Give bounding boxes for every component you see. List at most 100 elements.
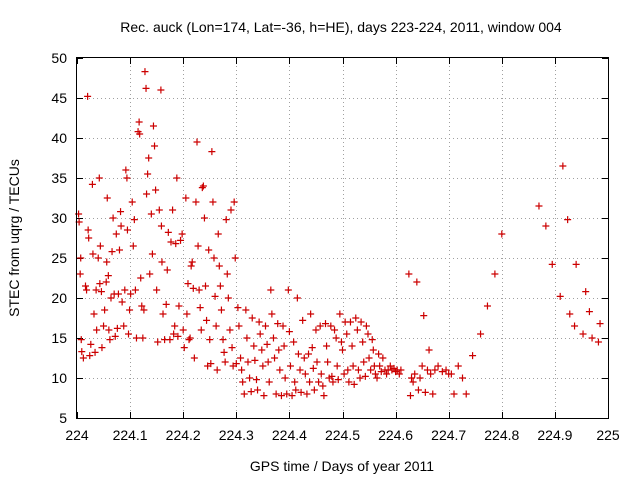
data-point (97, 288, 105, 296)
data-point (123, 174, 131, 182)
data-point (115, 246, 123, 254)
data-point (120, 322, 128, 330)
data-point (344, 366, 352, 374)
data-point (276, 366, 284, 374)
axis-ticks (77, 58, 609, 419)
data-point (230, 198, 238, 206)
data-point (350, 380, 358, 388)
data-point (548, 260, 556, 268)
data-point (340, 370, 348, 378)
data-point (222, 216, 230, 224)
data-point (113, 324, 121, 332)
data-point (190, 354, 198, 362)
y-tick-label: 40 (51, 130, 67, 146)
data-point (262, 322, 270, 330)
data-point (566, 310, 574, 318)
data-point (296, 366, 304, 374)
y-tick-label: 25 (51, 250, 67, 266)
data-point (189, 284, 197, 292)
data-point (333, 362, 341, 370)
data-point (210, 254, 218, 262)
data-point (345, 378, 353, 386)
data-point (390, 364, 398, 372)
data-point (179, 326, 187, 334)
data-point (237, 354, 245, 362)
data-point (334, 376, 342, 384)
data-point (327, 322, 335, 330)
data-point (173, 174, 181, 182)
data-point (313, 358, 321, 366)
data-point (242, 306, 250, 314)
data-point (498, 230, 506, 238)
data-point (346, 318, 354, 326)
data-point (78, 348, 86, 356)
data-point (231, 254, 239, 262)
data-point (303, 390, 311, 398)
data-point (386, 362, 394, 370)
data-point (281, 374, 289, 382)
data-point (91, 348, 99, 356)
data-point (149, 122, 157, 130)
data-point (208, 148, 216, 156)
data-point (269, 334, 277, 342)
data-point (154, 338, 162, 346)
data-point (137, 274, 145, 282)
data-point (284, 286, 292, 294)
data-point (491, 270, 499, 278)
data-point (556, 292, 564, 300)
data-point (172, 240, 180, 248)
data-point (288, 392, 296, 400)
x-tick-label: 224 (65, 427, 89, 443)
data-point (348, 342, 356, 350)
data-point (294, 350, 302, 358)
data-point (571, 322, 579, 330)
data-point (184, 280, 192, 288)
data-point (107, 294, 115, 302)
y-tick-label: 45 (51, 90, 67, 106)
data-point (265, 378, 273, 386)
data-point (117, 222, 125, 230)
y-tick-label: 30 (51, 210, 67, 226)
x-tick-label: 224.8 (484, 427, 519, 443)
data-point (121, 286, 129, 294)
data-point (202, 282, 210, 290)
data-point (90, 310, 98, 318)
data-point (459, 374, 467, 382)
data-point (77, 254, 85, 262)
data-point (305, 350, 313, 358)
data-point (131, 286, 139, 294)
data-point (364, 330, 372, 338)
data-point (127, 290, 135, 298)
data-point (141, 68, 149, 76)
y-tick-label: 10 (51, 370, 67, 386)
data-point (259, 362, 267, 370)
data-point (223, 270, 231, 278)
data-point (93, 326, 101, 334)
data-point (414, 386, 422, 394)
data-point (483, 302, 491, 310)
data-point (185, 336, 193, 344)
data-point (148, 250, 156, 258)
data-point (104, 272, 112, 280)
data-point (164, 228, 172, 236)
data-point (158, 258, 166, 266)
data-point (416, 374, 424, 382)
data-point (352, 314, 360, 322)
data-point (331, 326, 339, 334)
data-point (319, 382, 327, 390)
data-point (258, 346, 266, 354)
data-point (343, 330, 351, 338)
data-point (301, 370, 309, 378)
data-point (367, 366, 375, 374)
data-point (322, 320, 330, 328)
data-point (254, 386, 262, 394)
data-point (323, 342, 331, 350)
data-point (145, 154, 153, 162)
data-point (139, 334, 147, 342)
data-point (199, 182, 207, 190)
data-point (84, 92, 92, 100)
data-point (255, 318, 263, 326)
data-point (76, 270, 84, 278)
data-point (215, 262, 223, 270)
